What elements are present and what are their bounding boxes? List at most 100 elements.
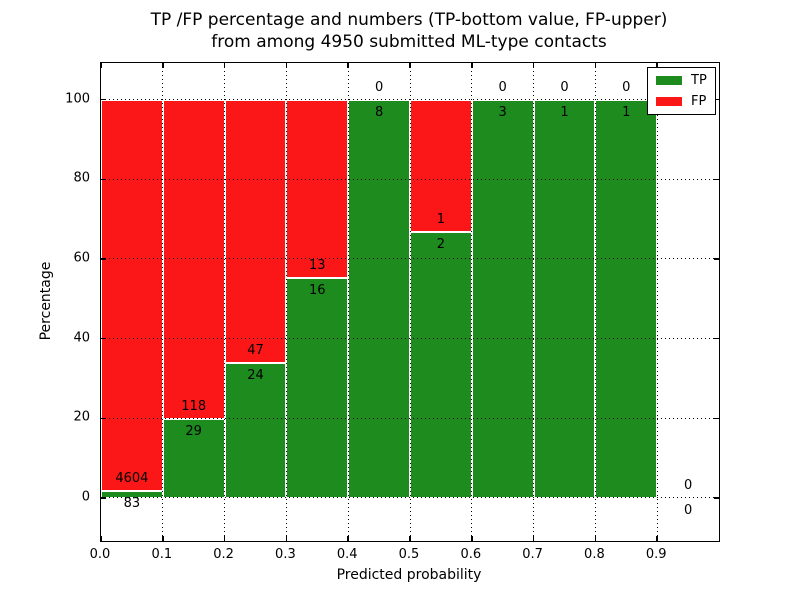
x-gridline: [162, 63, 164, 541]
y-tick-mark: [101, 258, 106, 260]
fp-count-label: 1: [436, 212, 446, 228]
legend: TP FP: [647, 67, 716, 115]
fp-swatch: [656, 97, 682, 106]
x-tick-mark: [532, 63, 535, 68]
x-gridline: [594, 63, 596, 541]
fp-legend-label: FP: [691, 94, 707, 109]
fp-bar-segment: [286, 99, 349, 279]
y-axis-label: Percentage: [38, 261, 54, 341]
x-tick-mark: [285, 536, 288, 541]
x-tick-mark: [471, 536, 473, 541]
fp-count-label: 0: [560, 79, 569, 95]
x-tick-mark: [656, 536, 658, 541]
y-tick-label: 80: [73, 170, 90, 186]
y-tick-mark: [101, 417, 106, 420]
chart-title-line2: from among 4950 submitted ML-type contac…: [211, 32, 607, 52]
x-gridline: [409, 63, 411, 541]
fp-count-label: 0: [683, 477, 693, 493]
x-tick-mark: [656, 63, 658, 68]
x-gridline: [224, 63, 226, 541]
legend-item-tp: TP: [656, 74, 707, 87]
x-axis-label: Predicted probability: [336, 567, 482, 583]
x-gridline: [533, 63, 535, 541]
x-tick-label: 0.1: [151, 547, 173, 562]
tp-count-label: 1: [622, 104, 631, 120]
y-tick-label: 20: [73, 409, 90, 425]
y-tick-mark: [101, 337, 106, 340]
x-gridline: [285, 63, 287, 541]
x-tick-mark: [285, 63, 288, 68]
x-tick-mark: [347, 63, 349, 68]
y-tick-mark: [714, 337, 719, 340]
y-tick-label: 100: [65, 91, 90, 107]
fp-count-label: 13: [309, 258, 326, 274]
tp-count-label: 1: [560, 104, 569, 120]
x-tick-mark: [223, 536, 226, 541]
tp-count-label: 24: [247, 368, 264, 384]
y-tick-mark: [101, 98, 106, 101]
tp-bar-segment: [410, 232, 472, 498]
x-tick-mark: [409, 536, 411, 541]
x-tick-mark: [409, 63, 411, 68]
x-tick-label: 0.9: [645, 547, 667, 562]
fp-count-label: 118: [181, 399, 207, 415]
fp-bar-segment: [224, 99, 287, 364]
x-tick-label: 0.2: [213, 547, 234, 562]
x-tick-mark: [594, 63, 597, 68]
tp-bar-segment: [471, 99, 534, 498]
y-tick-mark: [714, 417, 719, 420]
y-tick-mark: [714, 178, 719, 181]
x-tick-label: 0.6: [460, 547, 482, 562]
tp-bar-segment: [533, 99, 596, 498]
y-tick-mark: [101, 497, 106, 499]
fp-bar-segment: [101, 99, 163, 491]
x-tick-mark: [162, 63, 164, 68]
y-tick-mark: [714, 258, 719, 260]
tp-count-label: 16: [309, 283, 326, 299]
y-tick-label: 60: [73, 250, 90, 266]
tp-count-label: 83: [123, 495, 141, 511]
x-gridline: [656, 63, 658, 541]
x-tick-mark: [100, 536, 102, 541]
chart-title-line1: TP /FP percentage and numbers (TP-bottom…: [150, 10, 668, 30]
tp-bar-segment: [595, 99, 658, 498]
legend-item-fp: FP: [656, 95, 707, 108]
fp-count-label: 47: [247, 343, 264, 359]
x-tick-mark: [162, 536, 164, 541]
x-tick-label: 0.3: [275, 547, 296, 562]
x-tick-mark: [223, 63, 226, 68]
x-gridline: [471, 63, 473, 541]
y-tick-label: 0: [81, 489, 90, 505]
chart-title: TP /FP percentage and numbers (TP-bottom…: [100, 9, 718, 53]
tp-count-label: 3: [498, 104, 507, 120]
fp-bar-segment: [162, 99, 225, 420]
x-tick-label: 0.7: [522, 547, 543, 562]
x-gridline: [347, 63, 349, 541]
fp-count-label: 0: [374, 79, 384, 95]
y-tick-mark: [714, 497, 719, 499]
x-tick-label: 0.4: [336, 547, 358, 562]
y-tick-mark: [101, 178, 106, 181]
plot-area: 4604 83 118 29 47 24 13 16 0 8 1 2 0 3 0 1 0 1 0 0: [100, 62, 720, 542]
x-tick-mark: [347, 536, 349, 541]
x-tick-label: 0.8: [584, 547, 605, 562]
fp-count-label: 4604: [115, 470, 149, 486]
x-tick-label: 0.5: [398, 547, 420, 562]
tp-legend-label: TP: [691, 73, 707, 88]
tp-bar-segment: [286, 278, 349, 498]
y-tick-mark: [714, 98, 719, 101]
x-tick-label: 0.0: [89, 547, 111, 562]
y-tick-label: 40: [73, 330, 90, 346]
fp-count-label: 0: [498, 79, 507, 95]
tp-count-label: 2: [436, 237, 446, 253]
tp-count-label: 0: [683, 502, 693, 518]
tp-bar-segment: [224, 363, 287, 498]
x-tick-mark: [471, 63, 473, 68]
tp-bar-segment: [348, 99, 410, 498]
tp-swatch: [656, 76, 682, 85]
x-tick-mark: [100, 63, 102, 68]
x-tick-mark: [594, 536, 597, 541]
x-tick-mark: [532, 536, 535, 541]
fp-count-label: 0: [622, 79, 631, 95]
